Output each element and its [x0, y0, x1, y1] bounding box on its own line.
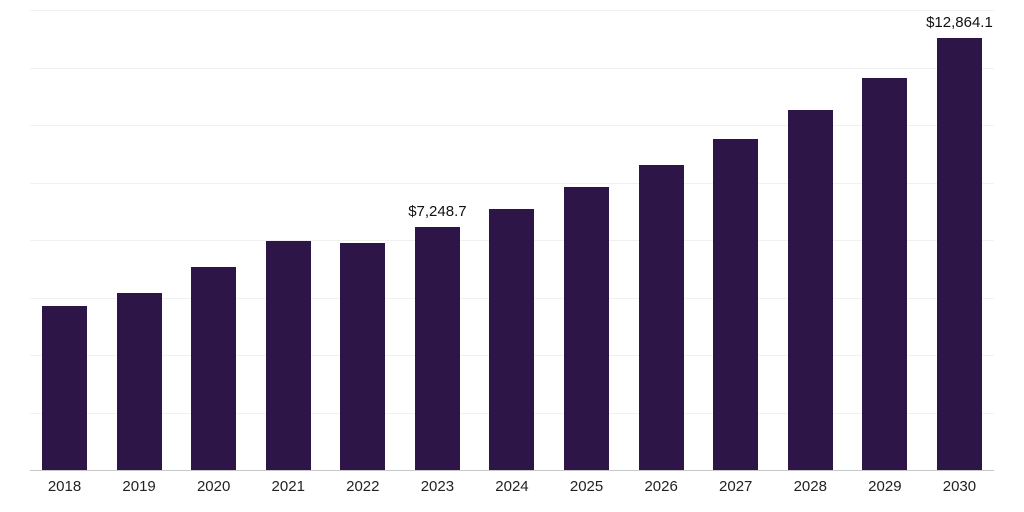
bar-2018: [42, 305, 87, 470]
x-axis-label-2018: 2018: [47, 478, 82, 495]
x-axis-label-2028: 2028: [793, 478, 827, 495]
bar-slot-2029: [862, 10, 908, 470]
x-axis-label-2025: 2025: [569, 478, 604, 495]
x-axis-label-2026: 2026: [644, 478, 678, 495]
x-axis-label-2022: 2022: [346, 478, 380, 495]
x-axis-label-2021: 2021: [271, 478, 305, 495]
x-axis-label-2020: 2020: [196, 478, 231, 495]
bar-slot-2028: [787, 10, 833, 470]
plot-area: $7,248.7 $12,864.1: [30, 10, 994, 471]
bar-2027: [713, 138, 759, 470]
bars-container: $7,248.7 $12,864.1: [30, 10, 994, 470]
gridline: [30, 182, 994, 184]
bar-slot-2023: $7,248.7: [408, 10, 467, 470]
bar-slot-2030: $12,864.1: [926, 10, 993, 470]
bar-2022: [340, 243, 386, 470]
bar-slot-2026: [638, 10, 684, 470]
x-axis-label-2019: 2019: [122, 478, 156, 495]
bar-slot-2024: [489, 10, 535, 470]
bar-2026: [638, 164, 684, 470]
bar-2021: [265, 241, 311, 470]
bar-slot-2027: [713, 10, 759, 470]
x-axis-label-2024: 2024: [495, 478, 529, 495]
bar-slot-2021: [265, 10, 311, 470]
bar-2025: [564, 186, 610, 470]
bar-value-label-2030: $12,864.1: [926, 14, 993, 32]
bar-2019: [116, 293, 162, 470]
x-axis-label-2023: 2023: [420, 478, 455, 495]
gridline: [30, 10, 994, 11]
bar-slot-2020: [191, 10, 237, 470]
bar-2024: [489, 208, 535, 470]
bar-2020: [191, 266, 237, 470]
bar-2030: [936, 38, 982, 470]
gridline: [30, 67, 994, 69]
x-axis-label-2027: 2027: [719, 478, 753, 495]
bar-2023: [414, 226, 460, 470]
gridline: [30, 125, 994, 126]
bar-slot-2022: [340, 10, 386, 470]
bar-slot-2018: [42, 10, 87, 470]
x-axis-labels: 2018 2019 2020 2021 2022 2023 2024 2025 2026 2027…: [30, 478, 994, 495]
x-axis-label-2030: 2030: [942, 478, 977, 495]
bar-slot-2025: [564, 10, 610, 470]
bar-slot-2019: [116, 10, 162, 470]
x-axis-label-2029: 2029: [868, 478, 902, 495]
bar-2028: [787, 110, 833, 470]
bar-value-label-2023: $7,248.7: [408, 202, 467, 220]
bar-2029: [862, 77, 908, 470]
